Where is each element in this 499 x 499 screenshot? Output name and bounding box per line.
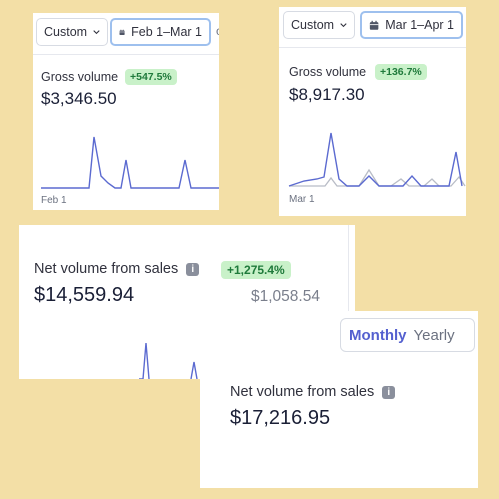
sparkline-chart xyxy=(41,136,219,189)
date-range-label: Mar 1–Apr 1 xyxy=(385,18,454,32)
metric-value: $14,559.94 xyxy=(34,284,135,306)
metric-value: $3,346.50 xyxy=(41,89,117,108)
divider xyxy=(348,225,349,379)
x-axis-start-label: Mar 1 xyxy=(289,194,315,205)
change-badge: +1,275.4% xyxy=(221,261,291,279)
interval-toggle[interactable]: Monthly Yearly xyxy=(340,318,475,352)
range-select-label: Custom xyxy=(291,18,335,32)
date-range-button[interactable]: Mar 1–Apr 1 xyxy=(360,11,463,39)
sparkline-chart xyxy=(288,132,466,187)
x-axis-start-label: Feb 1 xyxy=(41,195,67,206)
divider xyxy=(33,54,219,55)
metric-header: Net volume from sales i xyxy=(34,261,200,277)
info-icon[interactable]: i xyxy=(382,385,396,399)
date-range-button[interactable]: Feb 1–Mar 1 xyxy=(110,18,211,46)
chevron-down-icon xyxy=(93,30,100,35)
metric-label: Net volume from sales xyxy=(230,384,375,400)
range-select-button[interactable]: Custom xyxy=(283,11,355,39)
toggle-option-monthly[interactable]: Monthly xyxy=(349,326,407,344)
metric-header: Net volume from sales i xyxy=(230,384,396,400)
metric-label: Net volume from sales xyxy=(34,261,179,277)
current-series-line xyxy=(288,132,463,187)
gross-volume-card-mar: Custom Mar 1–Apr 1 Gross volume +136.7% … xyxy=(279,7,466,216)
metric-label: Gross volume xyxy=(41,70,119,84)
sparkline-chart xyxy=(139,342,198,379)
date-range-label: Feb 1–Mar 1 xyxy=(131,25,202,39)
net-volume-card: Net volume from sales i +1,275.4% $14,55… xyxy=(19,225,355,379)
range-select-label: Custom xyxy=(44,25,88,39)
calendar-icon xyxy=(119,29,125,35)
calendar-icon xyxy=(369,20,379,30)
net-volume-card-2: Net volume from sales i $17,216.95 xyxy=(200,363,478,488)
chevron-down-icon xyxy=(340,23,347,28)
metric-value: $17,216.95 xyxy=(230,407,331,429)
metric-value: $8,917.30 xyxy=(289,85,365,104)
change-badge: +547.5% xyxy=(125,69,177,85)
metric-label: Gross volume xyxy=(289,65,367,79)
change-badge: +136.7% xyxy=(375,64,427,80)
info-icon[interactable]: i xyxy=(186,262,200,276)
comparison-value: $1,058.54 xyxy=(251,288,320,305)
gross-volume-card-feb: Custom Feb 1–Mar 1 c Gross volume +547.5… xyxy=(33,13,219,210)
divider xyxy=(279,47,466,48)
toggle-option-yearly[interactable]: Yearly xyxy=(413,326,455,344)
current-series-line xyxy=(139,342,150,379)
range-select-button[interactable]: Custom xyxy=(36,18,108,46)
current-series-line-2 xyxy=(190,361,198,379)
current-series-line xyxy=(41,136,219,189)
truncated-control: c xyxy=(216,24,219,38)
